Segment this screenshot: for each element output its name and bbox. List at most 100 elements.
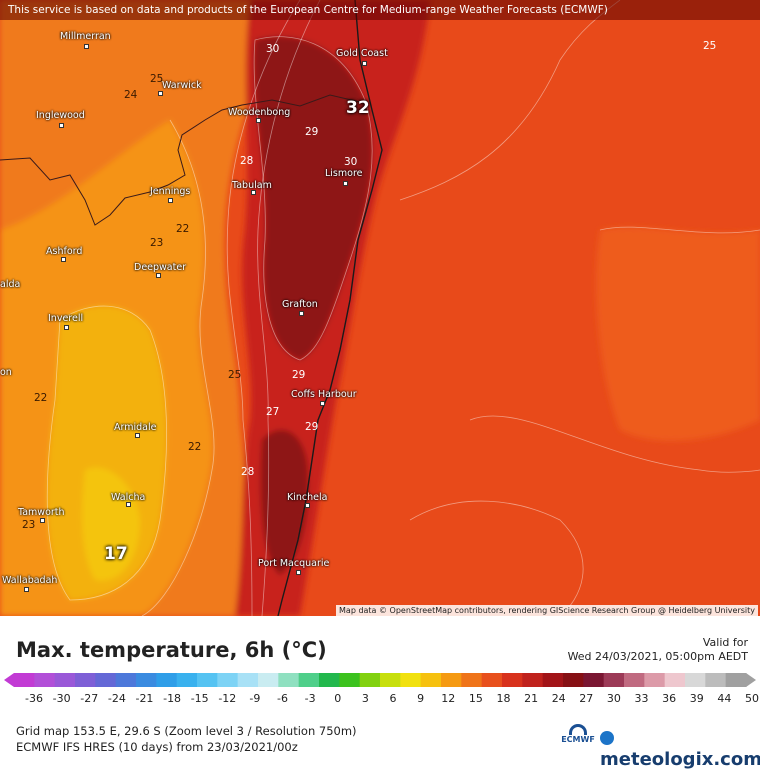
scale-swatch	[420, 673, 442, 687]
city-marker	[126, 502, 131, 507]
scale-swatch	[95, 673, 117, 687]
scale-tick-label: 30	[607, 692, 621, 705]
scale-swatch	[156, 673, 178, 687]
scale-tick-label: -3	[305, 692, 316, 705]
city-label-gold-coast: Gold Coast	[336, 48, 388, 59]
city-marker	[343, 181, 348, 186]
city-label-coffs-harbour: Coffs Harbour	[291, 389, 357, 400]
highland-core-zone	[82, 467, 140, 581]
city-label-warwick: Warwick	[162, 80, 202, 91]
scale-swatch	[339, 673, 361, 687]
scale-tick-label: 39	[690, 692, 704, 705]
grid-info: Grid map 153.5 E, 29.6 S (Zoom level 3 /…	[16, 724, 357, 738]
scale-swatch	[258, 673, 279, 687]
city-label-ashford: Ashford	[46, 246, 83, 257]
scale-swatch	[664, 673, 686, 687]
city-label-deepwater: Deepwater	[134, 262, 187, 273]
scale-tick-label: 27	[579, 692, 593, 705]
contour-label: 28	[240, 155, 254, 167]
scale-tick-label: -36	[25, 692, 43, 705]
contour-lines	[46, 0, 760, 616]
scale-tick-label: -9	[249, 692, 260, 705]
city-label-kinchela: Kinchela	[287, 492, 328, 503]
city-label-port-macquarie: Port Macquarie	[258, 558, 330, 569]
meteologix-mark-icon	[600, 731, 614, 745]
scale-swatch	[14, 673, 35, 687]
map-attribution[interactable]: Map data © OpenStreetMap contributors, r…	[336, 605, 758, 616]
min-value-marker: 17	[104, 544, 128, 564]
contour-label: 22	[188, 441, 202, 453]
scale-swatch	[319, 673, 340, 687]
scale-tick-label: 18	[496, 692, 510, 705]
scale-swatch	[54, 673, 76, 687]
scale-tick-label: -24	[108, 692, 126, 705]
scale-tick-label: 6	[390, 692, 397, 705]
scale-tick-label: -12	[218, 692, 236, 705]
scale-swatch	[278, 673, 300, 687]
scale-tick-label: 9	[417, 692, 424, 705]
valid-time: Wed 24/03/2021, 05:00pm AEDT	[567, 650, 748, 663]
scale-tick-label: -15	[191, 692, 209, 705]
contour-label: 29	[305, 126, 319, 138]
city-marker	[156, 273, 161, 278]
city-label-walcha: Walcha	[111, 492, 146, 503]
scale-tick-label: 0	[334, 692, 341, 705]
city-marker	[64, 325, 69, 330]
contour-label: 30	[266, 43, 280, 55]
state-border	[0, 94, 361, 226]
scale-swatch	[502, 673, 523, 687]
scale-tick-label: -30	[53, 692, 71, 705]
valid-label: Valid for	[702, 636, 748, 649]
ecmwf-logo[interactable]: ECMWF	[560, 722, 596, 756]
city-marker	[251, 190, 256, 195]
scale-swatch	[34, 673, 56, 687]
city-label-tamworth: Tamworth	[18, 507, 65, 518]
city-label-inglewood: Inglewood	[36, 110, 85, 121]
scale-tick-label: 33	[635, 692, 649, 705]
ecmwf-arc-icon	[569, 724, 587, 735]
contour-label: 30	[344, 156, 358, 168]
contour-label: 28	[241, 466, 255, 478]
scale-swatch	[359, 673, 381, 687]
meteologix-logo[interactable]: meteologix.com	[600, 728, 760, 770]
scale-swatch	[400, 673, 422, 687]
hot-core-south	[260, 430, 309, 575]
ocean-warm-patch	[596, 227, 760, 441]
contour-label: 23	[22, 519, 36, 531]
contour-label: 22	[34, 392, 48, 404]
scale-tick-label: 24	[552, 692, 566, 705]
contour-label: 29	[292, 369, 306, 381]
hot-core-north	[254, 36, 373, 361]
city-marker	[256, 118, 261, 123]
scale-swatch	[542, 673, 564, 687]
contour-label: 24	[124, 89, 138, 101]
scale-tick-label: 50	[745, 692, 759, 705]
city-marker	[84, 44, 89, 49]
scale-swatch	[136, 673, 157, 687]
scale-swatch	[685, 673, 706, 687]
scale-swatch	[644, 673, 666, 687]
city-marker	[168, 198, 173, 203]
scale-swatch	[461, 673, 483, 687]
scale-tick-label: -27	[80, 692, 98, 705]
scale-swatch	[603, 673, 625, 687]
scale-swatch	[237, 673, 259, 687]
scale-tick-label: -21	[135, 692, 153, 705]
contour-label: 29	[305, 421, 319, 433]
city-label-millmerran: Millmerran	[60, 31, 111, 42]
contour-label: 25	[703, 40, 717, 52]
scale-swatch	[705, 673, 727, 687]
city-label-wallabadah: Wallabadah	[2, 575, 58, 586]
city-label-lismore: Lismore	[325, 168, 363, 179]
city-label-partial-west: on	[0, 367, 12, 378]
scale-tick-label: 12	[441, 692, 455, 705]
scale-swatch	[481, 673, 503, 687]
temperature-map[interactable]: This service is based on data and produc…	[0, 0, 760, 616]
scale-max-arrow	[746, 673, 756, 687]
model-info: ECMWF IFS HRES (10 days) from 23/03/2021…	[16, 740, 298, 754]
max-value-marker: 32	[346, 98, 370, 118]
scale-swatch	[176, 673, 198, 687]
scale-swatch	[75, 673, 96, 687]
city-label-armidale: Armidale	[114, 422, 157, 433]
city-label-partial-west: alda	[0, 279, 21, 290]
